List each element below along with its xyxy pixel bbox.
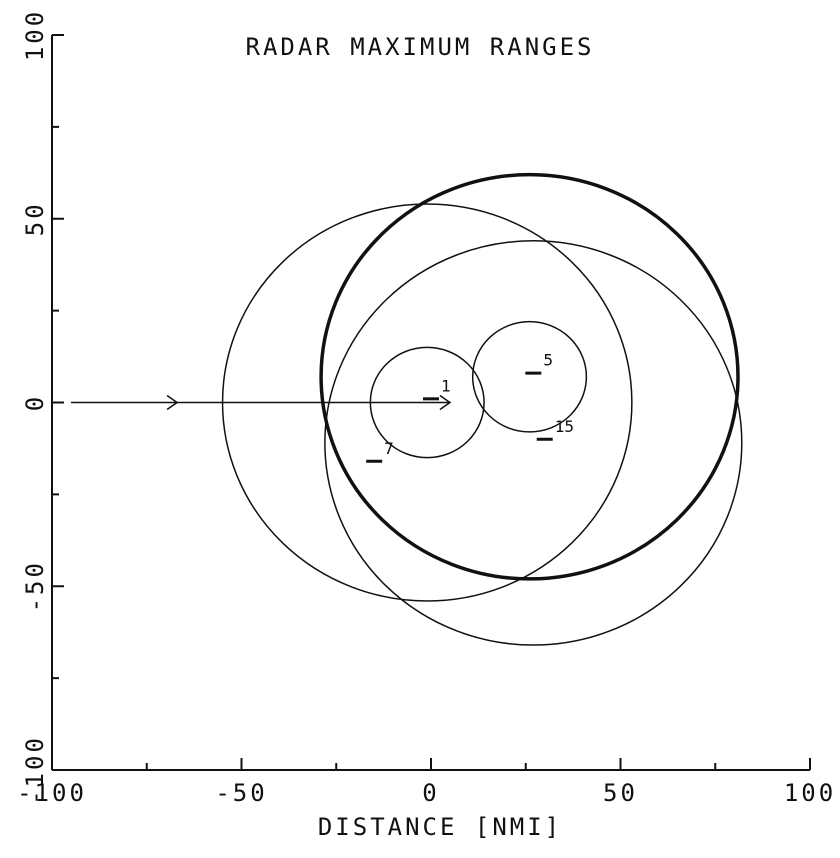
target-label: 7: [384, 439, 394, 458]
x-tick-label: 50: [603, 779, 638, 807]
y-tick-label: -100: [21, 735, 49, 805]
track-arrow: [166, 394, 179, 411]
y-tick-label: -50: [21, 560, 49, 612]
x-axis-label: DISTANCE [NMI]: [318, 813, 562, 841]
target-label: 5: [543, 351, 553, 370]
x-tick-label: 0: [422, 779, 439, 807]
chart-title: RADAR MAXIMUM RANGES: [246, 33, 595, 61]
target-label: 1: [441, 376, 451, 395]
y-tick-label: 100: [21, 9, 49, 61]
x-tick-label: 100: [784, 779, 836, 807]
target-label: 15: [555, 417, 574, 436]
x-tick-label: -100: [17, 779, 87, 807]
y-tick-label: 50: [21, 201, 49, 236]
y-tick-label: 0: [21, 394, 49, 411]
x-tick-label: -50: [215, 779, 267, 807]
range-circle: [471, 320, 588, 433]
range-circle: [324, 240, 743, 646]
track-arrow-end: [439, 394, 452, 411]
range-circle: [319, 172, 740, 581]
